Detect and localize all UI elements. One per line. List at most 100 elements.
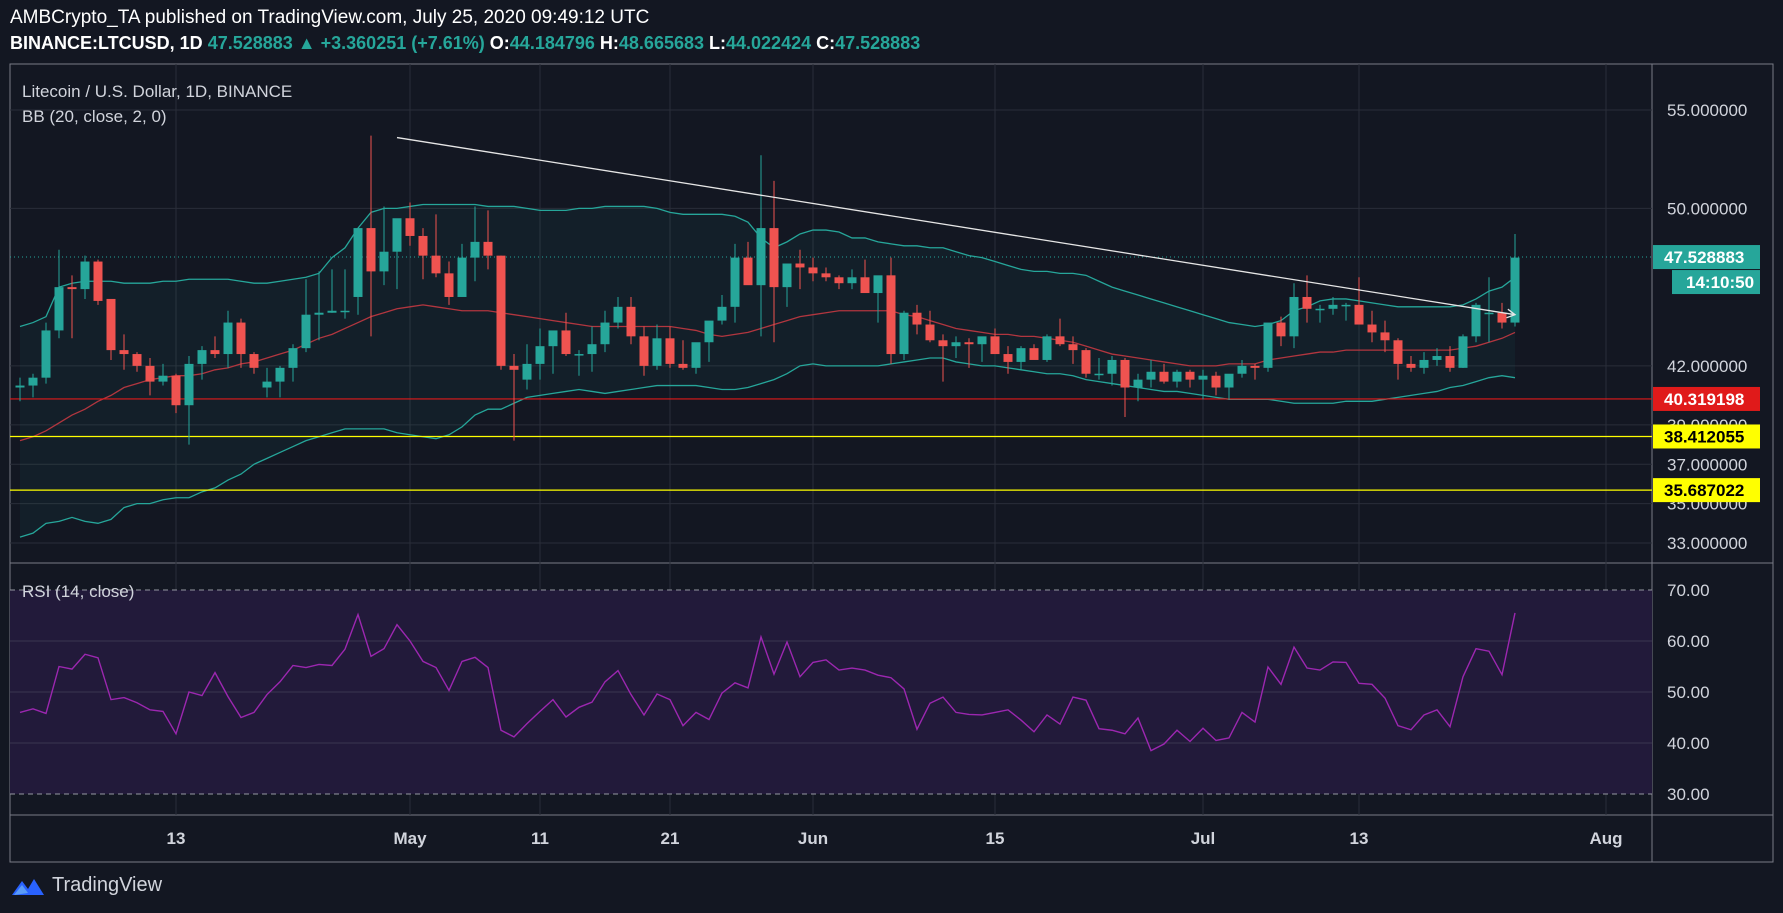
candle[interactable]: [1016, 346, 1026, 370]
candle[interactable]: [873, 275, 883, 323]
candle[interactable]: [1341, 302, 1351, 321]
candle[interactable]: [899, 310, 909, 360]
candle[interactable]: [795, 249, 805, 290]
candle[interactable]: [964, 338, 974, 368]
candle[interactable]: [418, 228, 428, 280]
candle[interactable]: [106, 298, 116, 360]
candle[interactable]: [717, 295, 727, 325]
candle[interactable]: [288, 344, 298, 382]
candle[interactable]: [1458, 334, 1468, 368]
candle[interactable]: [1198, 369, 1208, 400]
bb-indicator-label[interactable]: BB (20, close, 2, 0): [22, 107, 167, 126]
candle[interactable]: [1393, 338, 1403, 380]
candle[interactable]: [1263, 322, 1273, 372]
candle[interactable]: [860, 259, 870, 294]
candle[interactable]: [340, 269, 350, 319]
candle[interactable]: [366, 135, 376, 337]
candle[interactable]: [223, 310, 233, 368]
candle[interactable]: [1484, 277, 1494, 343]
candle[interactable]: [483, 210, 493, 270]
candle[interactable]: [977, 336, 987, 362]
candle[interactable]: [821, 267, 831, 282]
candle[interactable]: [652, 324, 662, 370]
candle[interactable]: [457, 243, 467, 297]
candle[interactable]: [613, 296, 623, 329]
candle[interactable]: [119, 334, 129, 370]
candle[interactable]: [1445, 346, 1455, 372]
candle[interactable]: [54, 249, 64, 339]
candle[interactable]: [1354, 277, 1364, 325]
candle[interactable]: [1081, 348, 1091, 378]
candle[interactable]: [1055, 318, 1065, 347]
candle[interactable]: [1276, 316, 1286, 347]
candle[interactable]: [353, 228, 363, 315]
candle[interactable]: [1497, 302, 1507, 329]
candle[interactable]: [1302, 275, 1312, 323]
candle[interactable]: [145, 357, 155, 396]
candle[interactable]: [938, 334, 948, 382]
candle[interactable]: [1289, 283, 1299, 349]
candle[interactable]: [314, 271, 324, 341]
candle[interactable]: [1328, 296, 1338, 315]
candle[interactable]: [327, 269, 337, 313]
candle[interactable]: [639, 326, 649, 376]
candle[interactable]: [912, 304, 922, 335]
candle[interactable]: [275, 365, 285, 398]
candle[interactable]: [600, 310, 610, 353]
candle[interactable]: [743, 241, 753, 286]
candle[interactable]: [1315, 304, 1325, 323]
candle[interactable]: [301, 279, 311, 353]
candle[interactable]: [1107, 356, 1117, 386]
candle[interactable]: [1133, 373, 1143, 402]
candle[interactable]: [626, 296, 636, 345]
candle[interactable]: [210, 336, 220, 358]
candle[interactable]: [67, 275, 77, 339]
candle[interactable]: [132, 352, 142, 372]
candle[interactable]: [1471, 302, 1481, 343]
candle[interactable]: [535, 328, 545, 380]
candle[interactable]: [431, 214, 441, 278]
candle[interactable]: [93, 259, 103, 305]
candle[interactable]: [574, 350, 584, 376]
candle[interactable]: [1042, 334, 1052, 362]
candle[interactable]: [548, 330, 558, 374]
candle[interactable]: [834, 275, 844, 290]
candle[interactable]: [704, 320, 714, 362]
rsi-indicator-label[interactable]: RSI (14, close): [22, 582, 134, 601]
candle[interactable]: [847, 269, 857, 290]
candle[interactable]: [1003, 346, 1013, 374]
candle[interactable]: [28, 373, 38, 398]
candle[interactable]: [808, 257, 818, 282]
candle[interactable]: [925, 310, 935, 343]
candle[interactable]: [678, 340, 688, 370]
candle[interactable]: [665, 326, 675, 368]
candle[interactable]: [1029, 344, 1039, 360]
candle[interactable]: [41, 322, 51, 384]
candle[interactable]: [15, 377, 25, 402]
candle[interactable]: [1406, 356, 1416, 372]
footer-brand[interactable]: TradingView: [10, 874, 162, 897]
candle[interactable]: [1185, 369, 1195, 388]
candle[interactable]: [1211, 371, 1221, 396]
candle[interactable]: [990, 328, 1000, 355]
candle[interactable]: [184, 356, 194, 445]
candle[interactable]: [262, 367, 272, 398]
candle[interactable]: [1120, 357, 1130, 418]
candle[interactable]: [236, 318, 246, 368]
candle[interactable]: [1146, 359, 1156, 388]
candle[interactable]: [379, 206, 389, 286]
candle[interactable]: [197, 346, 207, 380]
candle[interactable]: [509, 354, 519, 441]
candle[interactable]: [1510, 233, 1520, 327]
candle[interactable]: [392, 218, 402, 290]
candle[interactable]: [756, 155, 766, 337]
candle[interactable]: [587, 326, 597, 372]
candle[interactable]: [1432, 348, 1442, 366]
candle[interactable]: [1237, 359, 1247, 378]
candle[interactable]: [1380, 320, 1390, 353]
candle[interactable]: [951, 336, 961, 358]
candle[interactable]: [1068, 336, 1078, 364]
candle[interactable]: [1250, 363, 1260, 380]
candle[interactable]: [405, 202, 415, 246]
